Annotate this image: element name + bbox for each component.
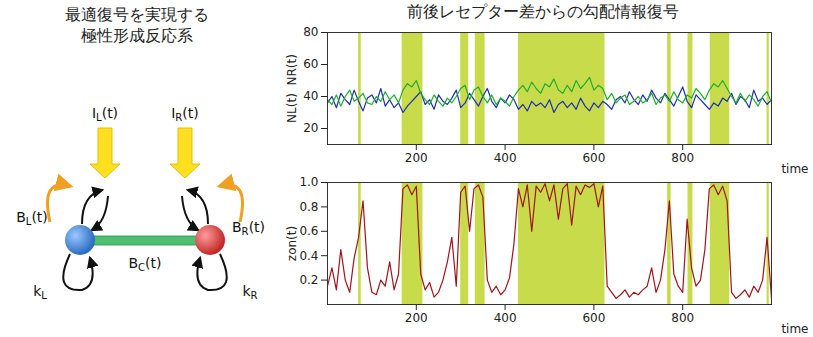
svg-text:kL: kL bbox=[33, 283, 47, 301]
svg-text:200: 200 bbox=[405, 311, 428, 325]
svg-text:0.2: 0.2 bbox=[299, 273, 318, 287]
svg-text:40: 40 bbox=[303, 89, 318, 103]
svg-text:time: time bbox=[781, 162, 808, 175]
svg-text:最適復号を実現する: 最適復号を実現する bbox=[65, 5, 209, 24]
svg-text:600: 600 bbox=[582, 311, 605, 325]
svg-text:BC(t): BC(t) bbox=[128, 255, 161, 273]
svg-text:極性形成反応系: 極性形成反応系 bbox=[81, 26, 193, 45]
svg-text:800: 800 bbox=[671, 151, 694, 165]
svg-text:NL(t) NR(t): NL(t) NR(t) bbox=[285, 54, 299, 123]
svg-text:1.0: 1.0 bbox=[299, 175, 318, 189]
svg-text:200: 200 bbox=[405, 151, 428, 165]
svg-text:60: 60 bbox=[303, 57, 318, 71]
svg-text:0.8: 0.8 bbox=[299, 200, 318, 214]
html-text:前後レセプター差からの勾配情報復号: 前後レセプター差からの勾配情報復号 bbox=[407, 2, 679, 21]
svg-text:0.4: 0.4 bbox=[299, 249, 318, 263]
svg-text:zon(t): zon(t) bbox=[285, 226, 299, 261]
svg-text:20: 20 bbox=[303, 121, 318, 135]
svg-text:600: 600 bbox=[582, 151, 605, 165]
svg-text:400: 400 bbox=[494, 311, 517, 325]
svg-text:BL(t): BL(t) bbox=[16, 209, 48, 227]
svg-text:IR(t): IR(t) bbox=[171, 105, 199, 123]
svg-text:800: 800 bbox=[671, 311, 694, 325]
svg-text:IL(t): IL(t) bbox=[92, 105, 118, 123]
svg-text:BR(t): BR(t) bbox=[232, 219, 265, 237]
svg-text:time: time bbox=[781, 322, 808, 335]
svg-text:kR: kR bbox=[242, 283, 257, 301]
svg-text:80: 80 bbox=[303, 25, 318, 39]
svg-text:400: 400 bbox=[494, 151, 517, 165]
svg-text:0.6: 0.6 bbox=[299, 224, 318, 238]
